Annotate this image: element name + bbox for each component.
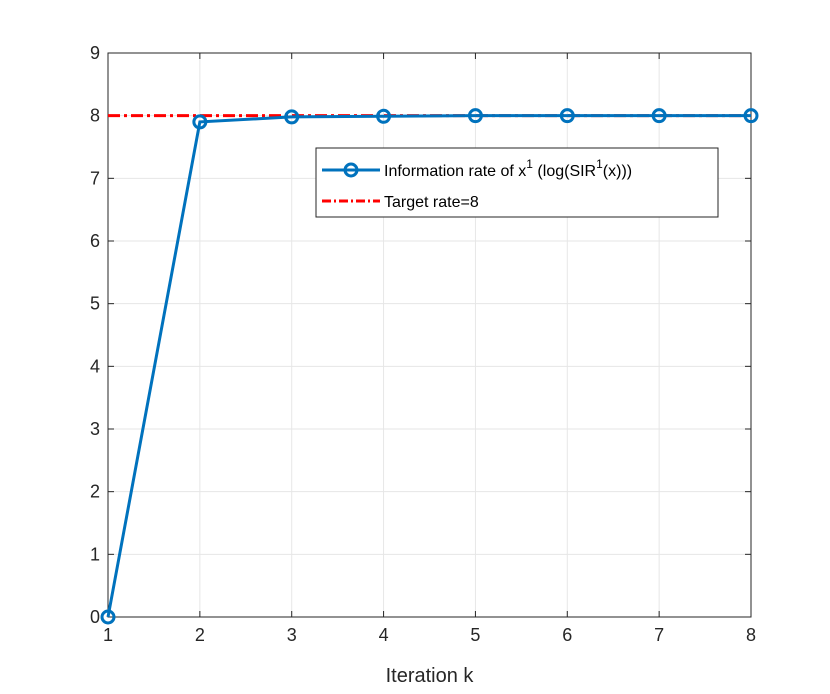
- legend-label-superscript-1: 1: [526, 157, 533, 171]
- x-tick-label: 8: [746, 625, 756, 645]
- legend-label-superscript-2: 1: [596, 157, 603, 171]
- x-tick-label: 4: [379, 625, 389, 645]
- data-point-marker: [559, 108, 575, 124]
- y-tick-label: 4: [90, 356, 100, 376]
- x-axis-label: Iteration k: [386, 665, 475, 687]
- legend-label-part-3: (x))): [603, 163, 632, 180]
- grid-lines: [107, 52, 752, 618]
- y-tick-label: 6: [90, 231, 100, 251]
- x-tick-label: 6: [562, 625, 572, 645]
- legend-label-information-rate: Information rate of x1 (log(SIR1(x))): [384, 157, 632, 180]
- x-tick-label: 7: [654, 625, 664, 645]
- x-tick-label: 3: [287, 625, 297, 645]
- x-tick-label: 5: [470, 625, 480, 645]
- legend-label-target-rate: Target rate=8: [384, 194, 479, 211]
- x-tick-label: 1: [103, 625, 113, 645]
- legend-marker-circle: [343, 162, 359, 178]
- y-tick-label: 1: [90, 544, 100, 564]
- legend: Information rate of x1 (log(SIR1(x))) Ta…: [315, 147, 719, 218]
- y-tick-label: 2: [90, 482, 100, 502]
- data-point-marker: [651, 108, 667, 124]
- y-tick-label: 7: [90, 168, 100, 188]
- legend-box: [315, 147, 719, 218]
- y-tick-label: 9: [90, 43, 100, 63]
- y-tick-label: 8: [90, 106, 100, 126]
- legend-label-part-2: (log(SIR: [533, 163, 596, 180]
- data-point-marker: [467, 108, 483, 124]
- legend-label-part-1: Information rate of x: [384, 163, 526, 180]
- data-point-marker: [284, 109, 300, 125]
- y-tick-label: 0: [90, 607, 100, 627]
- plot-frame: [107, 52, 752, 618]
- y-tick-label: 5: [90, 294, 100, 314]
- data-point-marker: [100, 609, 116, 625]
- data-point-marker: [192, 114, 208, 130]
- data-point-marker: [376, 108, 392, 124]
- data-point-marker: [743, 108, 759, 124]
- y-tick-label: 3: [90, 419, 100, 439]
- x-tick-label: 2: [195, 625, 205, 645]
- series-information-rate-line: [106, 114, 751, 618]
- series-layer: [100, 108, 759, 625]
